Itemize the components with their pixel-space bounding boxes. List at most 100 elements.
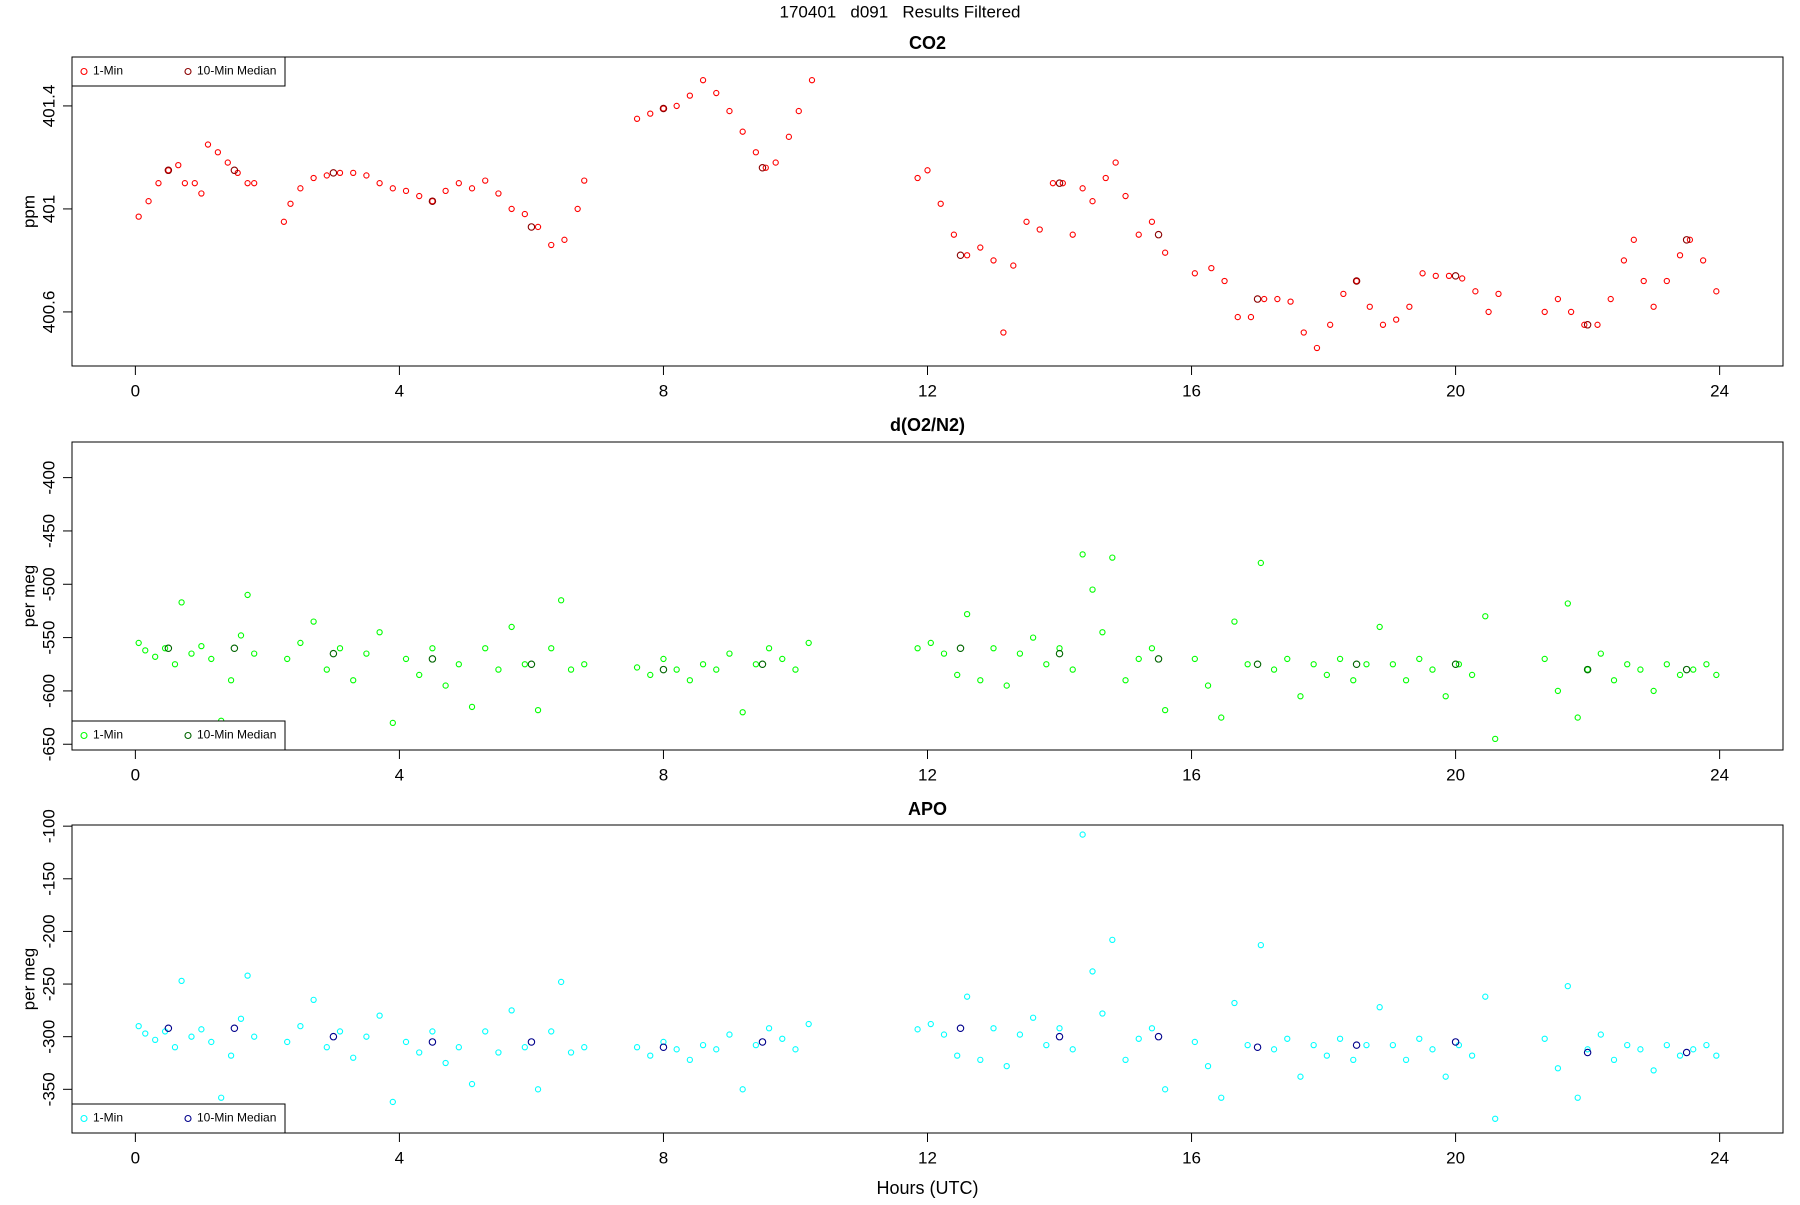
data-point xyxy=(792,666,799,673)
data-point xyxy=(1161,1086,1169,1093)
data-point xyxy=(1247,313,1255,321)
data-point xyxy=(1313,344,1321,352)
data-point xyxy=(1574,714,1581,721)
data-point xyxy=(950,231,958,238)
data-point xyxy=(1445,272,1453,280)
data-point xyxy=(1109,554,1116,561)
data-point xyxy=(350,677,357,684)
data-point xyxy=(990,257,997,264)
data-point xyxy=(198,190,205,197)
data-point xyxy=(954,1052,961,1059)
data-point xyxy=(1089,198,1096,205)
data-point xyxy=(482,177,489,184)
data-point xyxy=(726,650,733,657)
data-point xyxy=(548,1028,555,1035)
data-point xyxy=(1442,693,1449,700)
data-point xyxy=(237,1015,245,1022)
data-point xyxy=(1564,600,1571,607)
median-point xyxy=(1055,1032,1064,1041)
data-point xyxy=(135,639,142,647)
median-point xyxy=(1253,1043,1262,1051)
median-point xyxy=(1154,230,1163,239)
median-point xyxy=(1682,1048,1691,1057)
y-tick-label: 401 xyxy=(39,195,58,223)
data-point xyxy=(1161,706,1169,714)
data-point xyxy=(1350,677,1357,684)
data-point xyxy=(1637,666,1644,673)
data-point xyxy=(297,639,304,647)
data-point xyxy=(1594,321,1601,328)
data-point xyxy=(1584,1046,1591,1053)
data-point xyxy=(1419,270,1426,277)
plot-frame xyxy=(71,56,1784,367)
data-point xyxy=(204,141,212,148)
data-point xyxy=(1363,661,1370,668)
data-point xyxy=(1016,650,1024,657)
data-point xyxy=(713,1046,720,1053)
data-point xyxy=(1663,277,1670,285)
data-point xyxy=(1624,661,1631,668)
data-point xyxy=(1003,1063,1010,1070)
data-point xyxy=(468,185,476,192)
data-point xyxy=(1231,618,1238,625)
data-point xyxy=(188,650,195,657)
data-point xyxy=(323,172,330,179)
data-point xyxy=(175,161,182,169)
data-point xyxy=(135,213,142,220)
data-point xyxy=(1079,185,1086,192)
data-point xyxy=(779,1035,786,1042)
data-point xyxy=(1416,655,1423,663)
data-point xyxy=(1690,1046,1697,1053)
data-point xyxy=(1089,586,1096,593)
data-point xyxy=(1135,655,1142,663)
x-tick-label: 4 xyxy=(395,381,404,400)
data-point xyxy=(1049,180,1057,187)
data-point xyxy=(1204,1063,1212,1070)
data-point xyxy=(198,1026,205,1033)
median-point xyxy=(230,644,239,653)
data-point xyxy=(1366,303,1373,310)
data-point xyxy=(336,645,344,652)
data-point xyxy=(937,200,944,207)
data-point xyxy=(713,89,720,97)
data-point xyxy=(574,205,581,213)
data-point xyxy=(350,1054,357,1061)
data-point xyxy=(633,664,641,671)
x-tick-label: 24 xyxy=(1710,765,1729,784)
data-point xyxy=(1353,277,1360,285)
data-point xyxy=(1389,1041,1397,1049)
data-point xyxy=(977,677,984,684)
data-point xyxy=(508,1007,515,1014)
data-point xyxy=(977,244,984,251)
data-point xyxy=(1690,666,1697,673)
data-point xyxy=(548,645,555,652)
legend-box xyxy=(71,56,286,87)
data-point xyxy=(1191,655,1198,663)
data-point xyxy=(468,1080,476,1088)
x-tick-label: 24 xyxy=(1710,381,1729,400)
data-point xyxy=(1554,1065,1562,1072)
data-point xyxy=(495,190,502,197)
data-point xyxy=(521,210,528,218)
data-point xyxy=(1336,1035,1344,1042)
data-point xyxy=(1261,295,1268,303)
y-tick-label: 401.4 xyxy=(39,85,58,128)
median-point xyxy=(1352,1041,1361,1049)
median-point xyxy=(659,1043,668,1051)
data-point xyxy=(251,1033,258,1040)
data-point xyxy=(323,1044,330,1051)
data-point xyxy=(752,1041,760,1049)
median-point xyxy=(164,644,173,653)
data-point xyxy=(1244,661,1251,668)
median-point xyxy=(1055,179,1064,187)
legend-label: 10-Min Median xyxy=(197,1111,276,1125)
data-point xyxy=(227,677,235,684)
data-point xyxy=(739,1086,746,1093)
median-point xyxy=(1253,660,1262,669)
data-point xyxy=(1218,1094,1225,1101)
data-point xyxy=(963,993,971,1000)
data-point xyxy=(218,1094,225,1101)
median-point xyxy=(758,163,767,172)
data-point xyxy=(1564,983,1571,990)
data-point xyxy=(1363,1041,1370,1049)
